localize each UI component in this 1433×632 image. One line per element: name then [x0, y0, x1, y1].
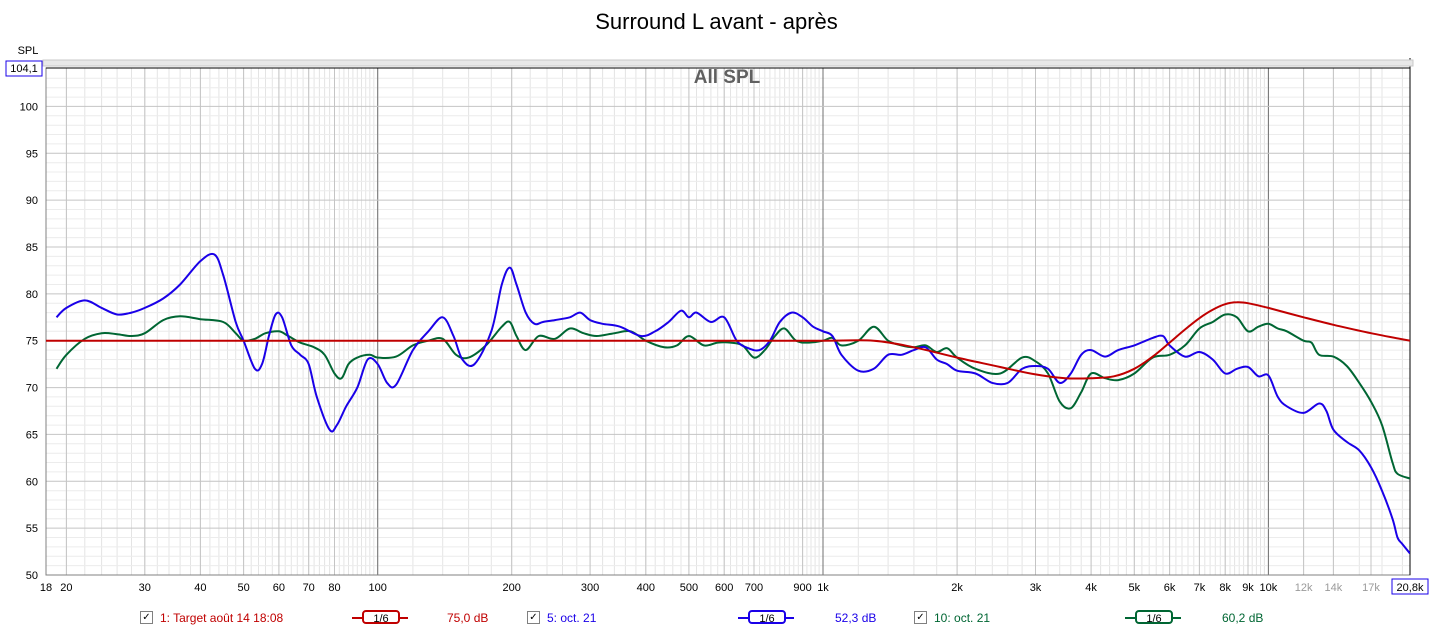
x-tick-label: 4k	[1085, 582, 1097, 594]
legend-smoothing-oct21-a[interactable]: 1/6	[748, 610, 786, 625]
top-scroll-strip	[42, 59, 1414, 67]
y-axis-label: SPL	[18, 45, 39, 57]
y-top-label: 104,1	[10, 63, 38, 75]
series-oct21-blue-curve	[55, 252, 1410, 555]
y-top-box	[5, 60, 43, 77]
x-tick-label: 14k	[1325, 582, 1343, 594]
chart-title: Surround L avant - après	[595, 9, 838, 34]
legend-checkbox-target[interactable]: ✓	[140, 611, 153, 624]
x-tick-label: 30	[139, 582, 151, 594]
legend-level-oct21-b: 60,2 dB	[1222, 611, 1264, 625]
y-tick-label: 80	[26, 289, 38, 301]
x-tick-label: 500	[680, 582, 698, 594]
x-tick-label: 18	[40, 582, 52, 594]
legend-level-target: 75,0 dB	[447, 611, 489, 625]
y-tick-label: 100	[20, 101, 38, 113]
y-tick-label: 60	[26, 476, 38, 488]
legend-level-oct21-a: 52,3 dB	[835, 611, 877, 625]
legend-checkbox-oct21-a[interactable]: ✓	[527, 611, 540, 624]
y-tick-label: 85	[26, 242, 38, 254]
y-tick-label: 75	[26, 336, 38, 348]
x-tick-label: 700	[745, 582, 763, 594]
legend-label-oct21-b: 10: oct. 21	[934, 611, 991, 625]
x-tick-label: 8k	[1219, 582, 1231, 594]
y-tick-label: 95	[26, 148, 38, 160]
x-tick-label: 5k	[1128, 582, 1140, 594]
x-tick-label: 100	[369, 582, 387, 594]
x-tick-label: 200	[503, 582, 521, 594]
x-tick-label: 600	[715, 582, 733, 594]
x-tick-label: 10k	[1260, 582, 1278, 594]
x-tick-label: 2k	[951, 582, 963, 594]
y-tick-label: 65	[26, 429, 38, 441]
x-tick-label: 40	[194, 582, 206, 594]
plot-subtitle: All SPL	[694, 67, 761, 88]
y-tick-label: 55	[26, 523, 38, 535]
x-right-box	[1391, 578, 1429, 595]
legend-smoothing-target[interactable]: 1/6	[362, 610, 400, 625]
x-tick-label: 400	[637, 582, 655, 594]
x-tick-label: 80	[328, 582, 340, 594]
x-tick-label: 17k	[1362, 582, 1380, 594]
x-tick-label: 1k	[817, 582, 829, 594]
x-tick-label: 20	[60, 582, 72, 594]
legend-smoothing-oct21-b[interactable]: 1/6	[1135, 610, 1173, 625]
x-right-label: 20,8k	[1397, 582, 1424, 594]
x-tick-label: 9k	[1242, 582, 1254, 594]
legend-label-target: 1: Target août 14 18:08	[160, 611, 284, 625]
x-tick-label: 900	[793, 582, 811, 594]
x-tick-label: 60	[273, 582, 285, 594]
legend-label-oct21-a: 5: oct. 21	[547, 611, 597, 625]
x-tick-label: 3k	[1030, 582, 1042, 594]
x-tick-label: 300	[581, 582, 599, 594]
x-tick-label: 50	[237, 582, 249, 594]
x-tick-label: 70	[303, 582, 315, 594]
y-tick-label: 70	[26, 383, 38, 395]
x-tick-label: 6k	[1164, 582, 1176, 594]
y-tick-label: 90	[26, 195, 38, 207]
series-oct21-green-curve	[55, 313, 1410, 480]
x-tick-label: 12k	[1295, 582, 1313, 594]
series-target-curve	[46, 301, 1410, 380]
x-tick-label: 7k	[1194, 582, 1206, 594]
legend-checkbox-oct21-b[interactable]: ✓	[914, 611, 927, 624]
y-tick-label: 50	[26, 570, 38, 582]
